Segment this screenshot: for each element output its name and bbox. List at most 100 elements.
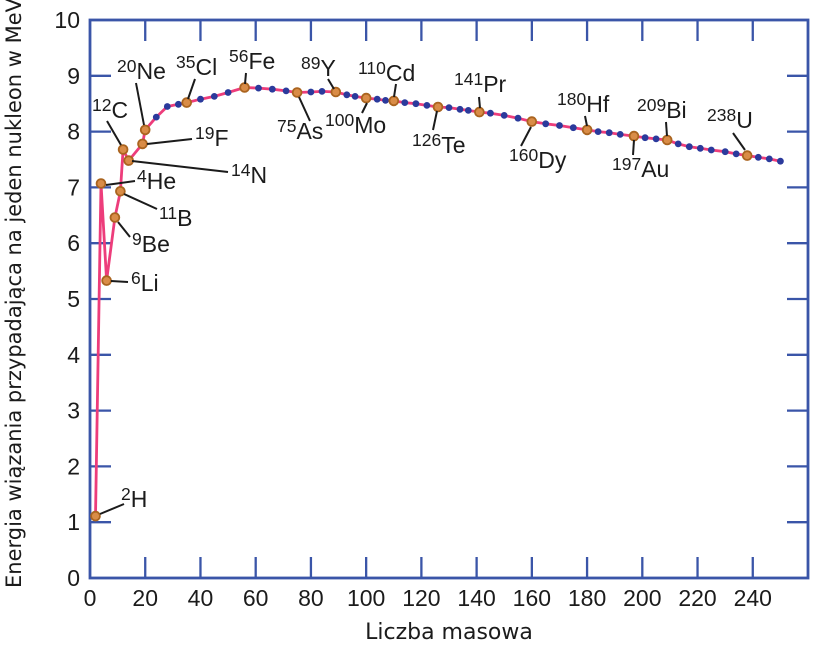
isotope-label-c: 12C	[92, 95, 128, 123]
curve-dot	[616, 131, 624, 138]
y-tick-label: 7	[67, 174, 80, 200]
curve-dot	[732, 150, 740, 158]
isotope-mass-number: 238	[707, 105, 736, 125]
isotope-marker-n	[123, 155, 134, 166]
isotope-marker-cl	[181, 97, 193, 108]
isotope-symbol: B	[177, 205, 192, 231]
isotope-marker-ne	[139, 124, 151, 136]
leader-line-te	[432, 110, 438, 131]
curve-dot	[343, 91, 351, 99]
isotope-symbol: As	[296, 118, 323, 144]
leader-line-b	[123, 193, 158, 210]
x-tick-label: 20	[132, 585, 158, 611]
curve-dot	[197, 95, 204, 103]
leader-line-bi	[665, 121, 668, 137]
curve-dot	[373, 95, 381, 103]
leader-line-mo	[361, 102, 368, 114]
leader-line-dy	[520, 126, 532, 147]
curve-line	[94, 86, 782, 518]
x-tick-label: 240	[734, 585, 772, 611]
isotope-symbol: He	[147, 168, 176, 194]
x-tick-label: 180	[568, 585, 606, 611]
x-tick-label: 160	[513, 585, 551, 611]
isotope-marker-y	[330, 86, 342, 98]
isotope-mass-number: 160	[509, 145, 538, 165]
isotope-label-te: 126Te	[412, 130, 466, 158]
isotope-label-bi: 209Bi	[637, 95, 687, 123]
isotope-mass-number: 35	[176, 52, 195, 72]
leader-line-au	[632, 139, 635, 156]
curve-dot	[685, 143, 693, 151]
isotope-label-li: 6Li	[131, 268, 159, 296]
isotope-mass-number: 11	[159, 203, 177, 223]
isotope-mass-number: 2	[121, 484, 131, 504]
plot-border	[88, 18, 810, 580]
curve-dot	[594, 128, 602, 136]
isotope-mass-number: 6	[131, 268, 141, 288]
curve-dot	[641, 134, 649, 142]
curve-dot	[605, 129, 613, 137]
isotope-label-ne: 20Ne	[117, 56, 166, 84]
isotope-mass-number: 56	[229, 46, 248, 66]
curve-dot	[351, 93, 359, 100]
isotope-marker-h	[90, 510, 101, 522]
isotope-marker-bi	[661, 134, 673, 146]
isotope-marker-au	[628, 130, 640, 142]
curve-dot	[175, 100, 182, 108]
y-tick-label: 6	[67, 230, 80, 256]
leader-line-li	[110, 280, 129, 283]
isotope-symbol: N	[250, 162, 267, 188]
isotope-mass-number: 141	[454, 69, 483, 89]
curve-dot	[542, 120, 550, 128]
isotope-symbol: Dy	[538, 147, 567, 173]
curve-dot	[307, 88, 315, 96]
isotope-mass-number: 4	[137, 166, 147, 186]
leader-line-c	[106, 120, 122, 146]
isotope-marker-be	[109, 212, 121, 223]
isotope-marker-hf	[581, 124, 593, 136]
isotope-marker-c	[117, 144, 129, 155]
y-tick-label: 3	[67, 398, 80, 424]
isotope-label-b: 11B	[159, 203, 193, 231]
leader-line-he	[105, 180, 136, 186]
leader-line-pr	[478, 96, 481, 109]
curve-dot	[210, 93, 218, 100]
isotope-label-be: 9Be	[132, 229, 170, 257]
isotope-symbol: Ne	[136, 58, 165, 84]
x-axis-title: Liczba masowa	[365, 620, 533, 645]
y-tick-label: 1	[67, 509, 80, 535]
leader-line-ne	[135, 82, 145, 126]
leader-line-as	[298, 96, 311, 122]
isotope-marker-te	[432, 101, 444, 113]
isotope-marker-li	[101, 275, 112, 286]
curve-dot	[500, 112, 508, 119]
isotope-label-dy: 160Dy	[509, 145, 567, 173]
isotope-mass-number: 20	[117, 56, 137, 76]
curve-dot	[152, 113, 160, 121]
isotope-label-cd: 110Cd	[358, 58, 415, 86]
isotope-label-as: 75As	[277, 116, 323, 144]
isotope-symbol: Fe	[248, 48, 275, 74]
isotope-label-hf: 180Hf	[557, 89, 610, 117]
isotope-label-h: 2H	[121, 484, 147, 512]
isotope-marker-b	[115, 186, 126, 197]
isotope-marker-as	[291, 87, 303, 98]
x-tick-label: 40	[188, 585, 214, 611]
isotope-symbol: Cl	[195, 54, 217, 80]
isotope-marker-cd	[388, 95, 400, 107]
isotope-mass-number: 89	[301, 53, 320, 73]
leader-line-h	[99, 503, 125, 515]
curve-dot	[707, 146, 715, 154]
curve-dot	[721, 148, 729, 156]
x-tick-label: 80	[298, 585, 324, 611]
leader-line-cd	[393, 83, 397, 98]
isotope-marker-dy	[526, 116, 538, 127]
y-tick-label: 9	[67, 63, 80, 89]
x-tick-label: 60	[243, 585, 269, 611]
curve-dot	[674, 140, 682, 148]
curve-dot	[224, 89, 232, 96]
y-tick-label: 2	[67, 453, 80, 479]
curve-dot	[382, 97, 389, 104]
isotope-marker-u	[741, 150, 753, 161]
y-tick-label: 4	[67, 342, 80, 368]
